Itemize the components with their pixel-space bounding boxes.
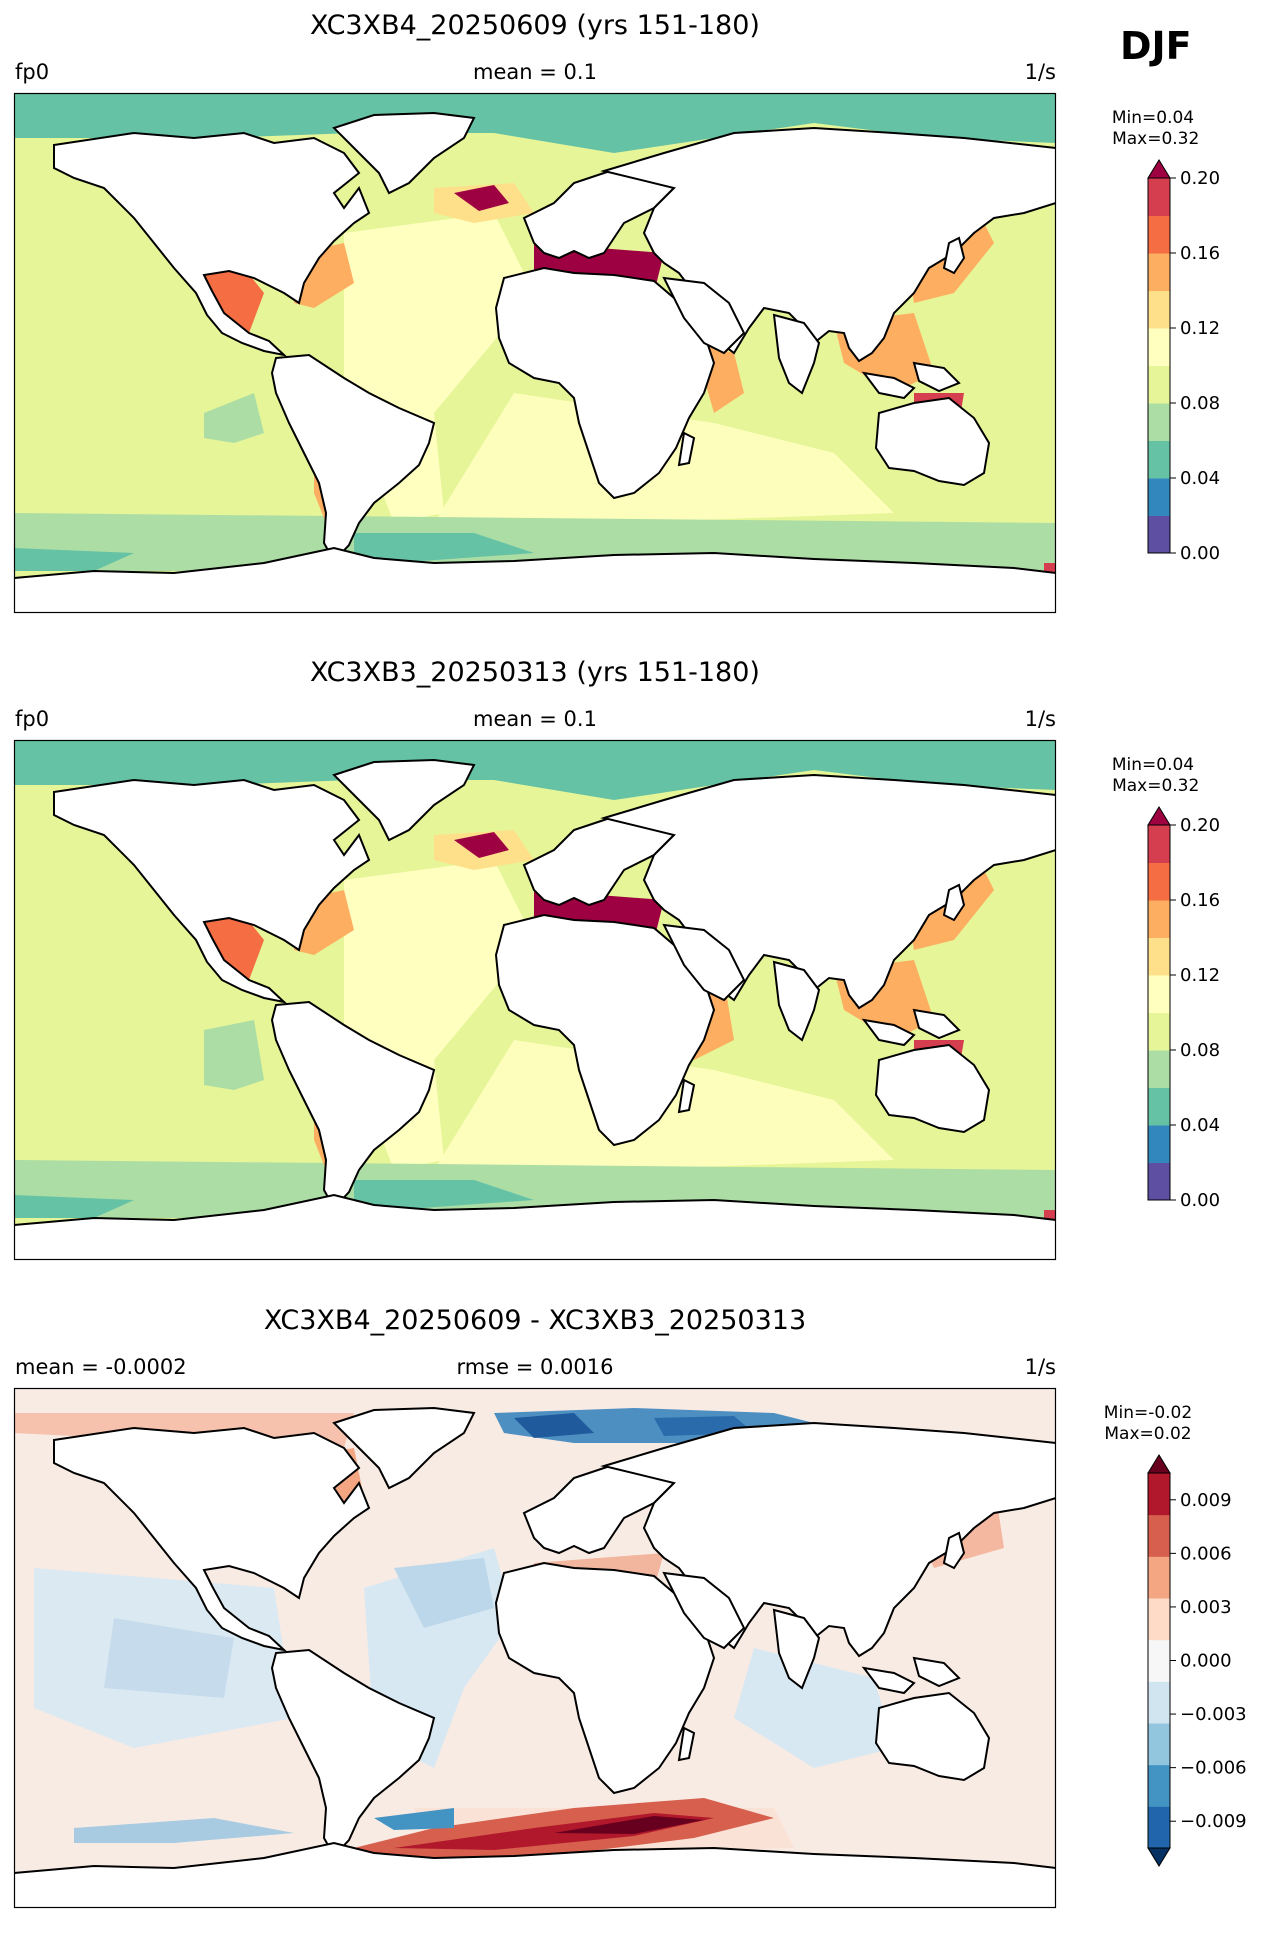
- colorbar-swatch: [1148, 515, 1170, 554]
- colorbar-swatch: [1148, 900, 1170, 938]
- colorbar-swatch: [1148, 215, 1170, 254]
- panel-3-rmse-label: rmse = 0.0016: [456, 1355, 614, 1379]
- colorbar-swatch: [1148, 403, 1170, 441]
- colorbar-tick-label: 0.00: [1180, 543, 1220, 564]
- panel-2-variable-label: fp0: [15, 707, 50, 731]
- panel-3-min-max: Min=-0.02 Max=0.02: [1103, 1403, 1193, 1444]
- colorbar-tick-label: 0.16: [1180, 243, 1220, 264]
- panel-1-title: XC3XB4_20250609 (yrs 151-180): [310, 10, 760, 41]
- colorbar-swatch: [1148, 1514, 1170, 1557]
- panel-3-map: [13, 1387, 1057, 1909]
- colorbar-extend-min: [1147, 1847, 1171, 1867]
- colorbar-tick-label: 0.12: [1180, 965, 1220, 986]
- colorbar-tick-label: 0.04: [1180, 468, 1220, 489]
- panel-2-min-max: Min=0.04 Max=0.32: [1111, 755, 1200, 796]
- colorbar-tick-label: 0.04: [1180, 1115, 1220, 1136]
- colorbar-swatch: [1148, 1764, 1170, 1807]
- colorbar-swatch: [1148, 328, 1170, 366]
- colorbar-swatch: [1148, 862, 1170, 901]
- colorbar-swatch: [1148, 975, 1170, 1013]
- colorbar-tick-label: 0.12: [1180, 318, 1220, 339]
- panel-2-title: XC3XB3_20250313 (yrs 151-180): [310, 657, 760, 688]
- panel-2-colorbar: 0.00 0.04 0.08 0.12 0.16 0.20: [1147, 806, 1220, 1211]
- panel-2-map: [13, 739, 1057, 1261]
- panel-1-colorbar: 0.00 0.04 0.08 0.12 0.16 0.20: [1147, 159, 1220, 564]
- colorbar-swatch: [1148, 253, 1170, 291]
- colorbar-swatch: [1148, 1125, 1170, 1163]
- colorbar-swatch: [1148, 290, 1170, 329]
- panel-3-units-label: 1/s: [1024, 1355, 1056, 1379]
- colorbar-swatch: [1148, 1012, 1170, 1051]
- panel-1-units-label: 1/s: [1024, 60, 1056, 84]
- panel-1-map: [13, 92, 1057, 614]
- colorbar-swatch: [1148, 1162, 1170, 1201]
- panel-2-units-label: 1/s: [1024, 707, 1056, 731]
- colorbar-extend-max: [1147, 1454, 1171, 1474]
- colorbar-tick-label: 0.20: [1180, 168, 1220, 189]
- colorbar-tick-label: −0.003: [1180, 1704, 1247, 1725]
- colorbar-tick-label: 0.20: [1180, 815, 1220, 836]
- colorbar-tick-label: 0.16: [1180, 890, 1220, 911]
- colorbar-swatch: [1148, 178, 1170, 216]
- panel-3-colorbar: −0.009 −0.006 −0.003 0.000 0.003 0.006 0.009: [1147, 1454, 1247, 1867]
- colorbar-frame: [1147, 177, 1171, 554]
- colorbar-swatch: [1148, 1639, 1170, 1682]
- colorbar-swatch: [1148, 937, 1170, 976]
- colorbar-swatch: [1148, 1050, 1170, 1088]
- colorbar-tick-label: −0.009: [1180, 1811, 1247, 1832]
- panel-1-variable-label: fp0: [15, 60, 50, 84]
- colorbar-frame: [1147, 824, 1171, 1201]
- panel-1-min-max: Min=0.04 Max=0.32: [1111, 108, 1200, 149]
- colorbar-tick-label: 0.000: [1180, 1651, 1232, 1672]
- colorbar-swatch: [1148, 1598, 1170, 1641]
- colorbar-swatch: [1148, 440, 1170, 479]
- colorbar-tick-label: −0.006: [1180, 1758, 1247, 1779]
- colorbar-tick-label: 0.08: [1180, 393, 1220, 414]
- colorbar-tick-label: 0.009: [1180, 1490, 1232, 1511]
- colorbar-swatch: [1148, 478, 1170, 516]
- panel-1-mean-label: mean = 0.1: [473, 60, 597, 84]
- colorbar-tick-label: 0.003: [1180, 1597, 1232, 1618]
- colorbar-tick-label: 0.006: [1180, 1543, 1232, 1564]
- colorbar-tick-label: 0.08: [1180, 1040, 1220, 1061]
- season-label: DJF: [1120, 24, 1192, 68]
- panel-2-mean-label: mean = 0.1: [473, 707, 597, 731]
- colorbar-swatch: [1148, 825, 1170, 863]
- panel-3-mean-label: mean = -0.0002: [15, 1355, 187, 1379]
- colorbar-tick-label: 0.00: [1180, 1190, 1220, 1211]
- colorbar-extend-max: [1147, 806, 1171, 826]
- colorbar-extend-max: [1147, 159, 1171, 179]
- colorbar-swatch: [1148, 1806, 1170, 1849]
- colorbar-swatch: [1148, 1723, 1170, 1766]
- colorbar-swatch: [1148, 1681, 1170, 1724]
- colorbar-swatch: [1148, 1556, 1170, 1599]
- colorbar-swatch: [1148, 365, 1170, 404]
- colorbar-swatch: [1148, 1473, 1170, 1516]
- colorbar-swatch: [1148, 1087, 1170, 1126]
- panel-3-title: XC3XB4_20250609 - XC3XB3_20250313: [263, 1305, 807, 1336]
